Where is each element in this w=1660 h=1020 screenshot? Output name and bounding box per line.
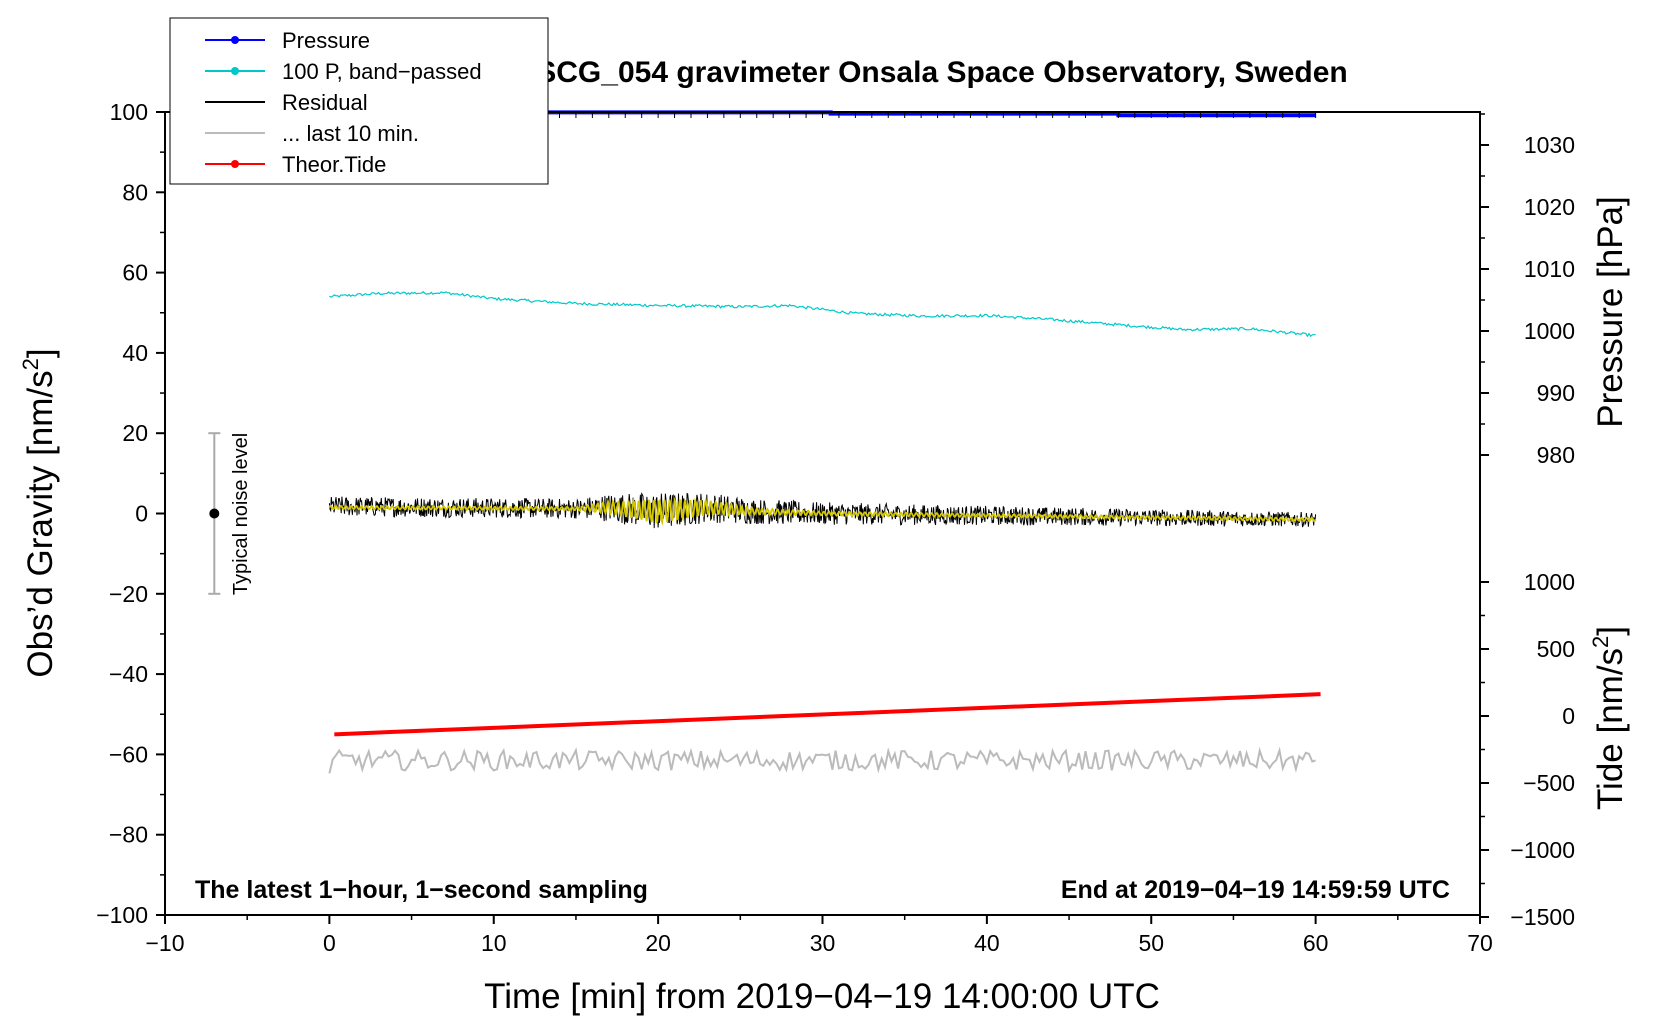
x-axis-title: Time [min] from 2019−04−19 14:00:00 UTC: [484, 977, 1160, 1016]
y-axis-title-gravity: Obs’d Gravity [nm/s2]: [18, 348, 60, 677]
y-tick-label: −100: [96, 902, 148, 928]
series-theor-tide: [334, 692, 1321, 737]
legend-marker: [231, 36, 239, 44]
legend: Pressure 100 P, band−passed Residual ... la…: [169, 17, 549, 185]
legend-label: Theor.Tide: [282, 152, 386, 177]
y-tick-label: 100: [110, 99, 148, 125]
x-tick-label: 60: [1303, 930, 1329, 956]
y-axis-title-tide: Tide [nm/s2]: [1588, 626, 1630, 810]
y-axis-title-gravity-sup: 2: [18, 358, 43, 370]
pressure-tick-label: 1010: [1524, 256, 1575, 282]
tide-tick-label: 0: [1562, 703, 1575, 729]
y-tick-label: −20: [109, 581, 148, 607]
pressure-tick-label: 990: [1537, 380, 1575, 406]
noise-level-center: [209, 508, 220, 519]
y-tick-label: −80: [109, 822, 148, 848]
tide-tick-label: 1000: [1524, 569, 1575, 595]
y-tick-label: 20: [122, 420, 148, 446]
y-tick-label: 80: [122, 179, 148, 205]
x-tick-label: 30: [810, 930, 836, 956]
noise-level-label: Typical noise level: [230, 433, 252, 595]
pressure-tick-label: 1000: [1524, 318, 1575, 344]
legend-marker: [231, 160, 239, 168]
x-tick-label: 50: [1138, 930, 1164, 956]
legend-label: ... last 10 min.: [282, 121, 419, 146]
y-tick-label: 40: [122, 340, 148, 366]
y-tick-label: −40: [109, 661, 148, 687]
y-axis-title-tide-sup: 2: [1588, 636, 1613, 648]
pressure-tick-label: 980: [1537, 442, 1575, 468]
x-tick-label: 20: [645, 930, 671, 956]
y-axis-title-gravity-end: ]: [21, 348, 60, 358]
x-tick-label: 70: [1467, 930, 1493, 956]
annotation-end-time: End at 2019−04−19 14:59:59 UTC: [1061, 876, 1450, 904]
legend-label: Residual: [282, 90, 368, 115]
legend-label: 100 P, band−passed: [282, 59, 482, 84]
tide-tick-label: −1500: [1510, 904, 1575, 930]
noise-level-bar: [208, 432, 221, 595]
y-axis-title-tide-end: ]: [1591, 626, 1630, 636]
series-last-10-min: [328, 746, 1316, 774]
tide-tick-label: −500: [1523, 770, 1575, 796]
x-tick-label: −10: [145, 930, 184, 956]
pressure-tick-label: 1020: [1524, 194, 1575, 220]
legend-label: Pressure: [282, 28, 370, 53]
tide-tick-label: −1000: [1510, 837, 1575, 863]
series-residual: [328, 492, 1317, 529]
chart-title: SCG_054 gravimeter Onsala Space Observat…: [536, 56, 1348, 89]
series-100-p-band-passed: [329, 290, 1316, 338]
pressure-tick-label: 1030: [1524, 132, 1575, 158]
y-tick-label: −60: [109, 741, 148, 767]
y-tick-label: 60: [122, 260, 148, 286]
y-tick-label: 0: [135, 501, 148, 527]
x-tick-label: 0: [323, 930, 336, 956]
y-axis-title-gravity-main: Obs’d Gravity [nm/s: [21, 370, 60, 677]
y-axis-title-pressure: Pressure [hPa]: [1591, 196, 1630, 428]
noise-level-indicator: Typical noise level: [208, 432, 252, 595]
x-tick-label: 40: [974, 930, 1000, 956]
y-axis-title-tide-main: Tide [nm/s: [1591, 648, 1630, 810]
x-tick-label: 10: [481, 930, 507, 956]
legend-marker: [231, 67, 239, 75]
axes: −10 0 10 20 30 40 50 60 70100806040200−20−40−60−…: [96, 99, 1575, 956]
tide-tick-label: 500: [1537, 636, 1575, 662]
series-smoothed-residual: [328, 496, 1317, 526]
annotation-sampling: The latest 1−hour, 1−second sampling: [195, 876, 648, 904]
